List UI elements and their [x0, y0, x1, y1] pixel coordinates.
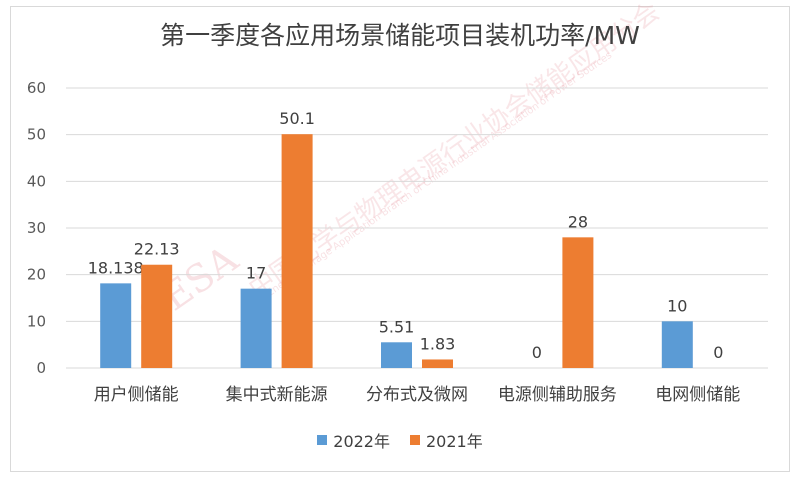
bar-series1: [381, 342, 412, 368]
y-tick-label: 50: [27, 126, 46, 144]
y-tick-label: 10: [27, 312, 46, 330]
bar-series2: [562, 237, 594, 368]
chart-frame: [10, 6, 790, 472]
data-label: 18.138: [88, 258, 144, 277]
data-label: 10: [667, 296, 687, 315]
data-label: 0: [713, 343, 723, 362]
chart-title: 第一季度各应用场景储能项目装机功率/MW: [160, 21, 640, 50]
data-label: 17: [246, 264, 266, 283]
legend-item: 2021年: [410, 428, 483, 452]
y-tick-label: 30: [27, 219, 46, 237]
legend-swatch: [317, 435, 328, 445]
data-label: 28: [568, 212, 588, 231]
data-label: 22.13: [134, 240, 180, 259]
legend-item: 2022年: [317, 428, 390, 452]
bar-series1: [100, 283, 132, 368]
legend-label: 2021年: [426, 432, 483, 451]
y-tick-label: 60: [27, 79, 46, 97]
bar-series2: [422, 359, 453, 368]
bar-series2: [141, 264, 173, 368]
legend-label: 2022年: [333, 432, 390, 451]
x-category-label: 集中式新能源: [226, 385, 328, 405]
data-label: 0: [532, 343, 542, 362]
bar-series1: [240, 288, 272, 368]
legend-swatch: [410, 435, 420, 445]
data-label: 5.51: [379, 317, 415, 336]
y-tick-label: 0: [36, 359, 46, 377]
y-tick-label: 20: [27, 266, 46, 284]
data-label: 1.83: [420, 334, 456, 353]
x-category-label: 分布式及微网: [366, 385, 468, 405]
x-category-label: 电网侧储能: [655, 385, 740, 405]
bar-series2: [281, 134, 313, 368]
x-category-label: 用户侧储能: [94, 385, 179, 405]
x-category-label: 电源侧辅助服务: [498, 385, 617, 405]
bar-series1: [661, 321, 693, 368]
chart-legend: 2022年 2021年: [0, 428, 800, 452]
y-tick-label: 40: [27, 172, 46, 190]
data-label: 50.1: [279, 109, 315, 128]
